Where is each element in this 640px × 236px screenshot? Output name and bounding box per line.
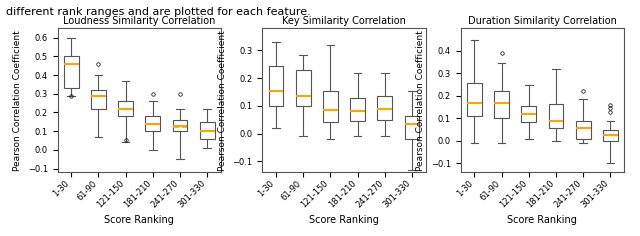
PathPatch shape bbox=[404, 116, 419, 139]
PathPatch shape bbox=[64, 56, 79, 88]
PathPatch shape bbox=[494, 91, 509, 118]
PathPatch shape bbox=[467, 84, 482, 116]
Y-axis label: Pearson Correlation Coefficient: Pearson Correlation Coefficient bbox=[218, 30, 227, 171]
X-axis label: Score Ranking: Score Ranking bbox=[309, 215, 379, 225]
PathPatch shape bbox=[378, 96, 392, 120]
PathPatch shape bbox=[145, 116, 160, 131]
PathPatch shape bbox=[296, 70, 310, 106]
X-axis label: Score Ranking: Score Ranking bbox=[508, 215, 577, 225]
Title: Key Similarity Correlation: Key Similarity Correlation bbox=[282, 16, 406, 26]
PathPatch shape bbox=[91, 90, 106, 109]
PathPatch shape bbox=[323, 91, 338, 122]
PathPatch shape bbox=[269, 66, 284, 106]
Title: Loudness Similarity Correlation: Loudness Similarity Correlation bbox=[63, 16, 216, 26]
PathPatch shape bbox=[548, 104, 563, 128]
X-axis label: Score Ranking: Score Ranking bbox=[104, 215, 174, 225]
PathPatch shape bbox=[118, 101, 133, 116]
PathPatch shape bbox=[200, 122, 214, 139]
PathPatch shape bbox=[603, 130, 618, 141]
Y-axis label: Pearson Correlation Coefficient: Pearson Correlation Coefficient bbox=[13, 30, 22, 171]
Title: Duration Similarity Correlation: Duration Similarity Correlation bbox=[468, 16, 617, 26]
PathPatch shape bbox=[576, 121, 591, 139]
PathPatch shape bbox=[350, 97, 365, 121]
Text: different rank ranges and are plotted for each feature.: different rank ranges and are plotted fo… bbox=[6, 7, 311, 17]
PathPatch shape bbox=[173, 120, 188, 131]
Y-axis label: Pearson Correlation Coefficient: Pearson Correlation Coefficient bbox=[417, 30, 426, 171]
PathPatch shape bbox=[522, 106, 536, 122]
